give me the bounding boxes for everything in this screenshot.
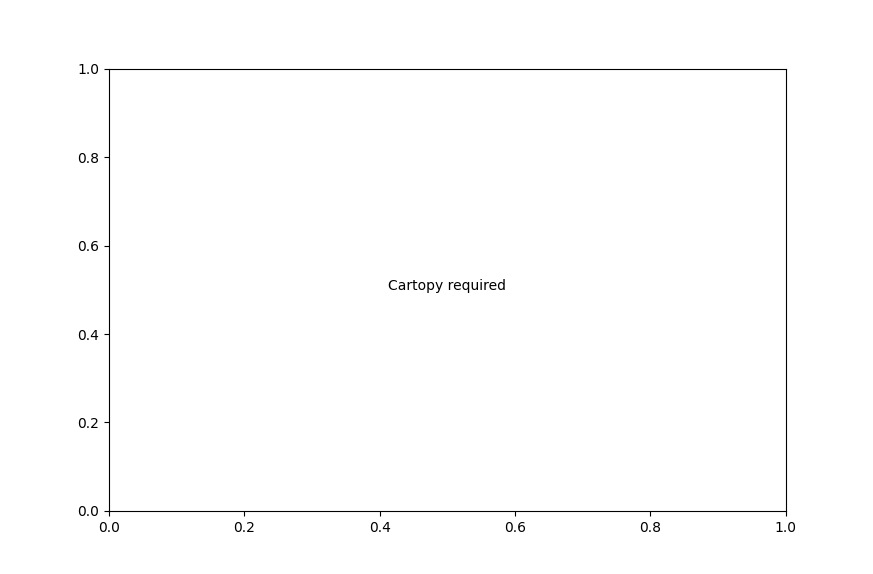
Text: Cartopy required: Cartopy required bbox=[388, 279, 506, 293]
